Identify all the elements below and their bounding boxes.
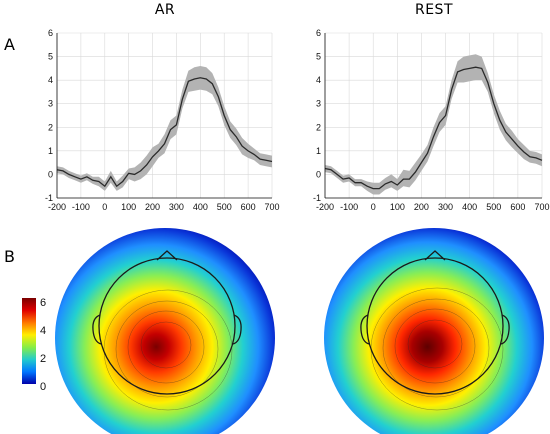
left-ear-ar — [92, 314, 102, 345]
y-tick-label-0: -1 — [45, 193, 53, 203]
erp-plot-rest: REST -200 -100 0 100 200 300 400 500 600 700 -1 0 1 2… — [313, 2, 550, 212]
topomap-ar-disc — [55, 228, 275, 434]
y-tick-label-1: 0 — [48, 169, 53, 179]
x-tick-label-7: 500 — [486, 202, 501, 212]
x-tick-label-9: 700 — [264, 202, 279, 212]
x-tick-label-6: 400 — [462, 202, 477, 212]
mean-erp-line — [56, 77, 273, 188]
x-tick-label-5: 300 — [438, 202, 453, 212]
y-tick-label-3: 2 — [48, 122, 53, 132]
y-tick-label-2: 1 — [316, 146, 321, 156]
confidence-band — [57, 66, 272, 191]
x-tick-label-0: -200 — [316, 202, 334, 212]
y-tick-label-3: 2 — [316, 122, 321, 132]
right-ear-ar — [232, 314, 242, 345]
x-tick-label-1: -100 — [72, 202, 90, 212]
x-tick-label-7: 500 — [217, 202, 232, 212]
topomap-rest-disc — [324, 228, 544, 434]
x-tick-label-3: 100 — [390, 202, 405, 212]
y-tick-label-4: 3 — [316, 99, 321, 109]
mean-erp-line — [324, 66, 543, 190]
y-tick-label-5: 4 — [48, 75, 53, 85]
x-tick-label-8: 600 — [510, 202, 525, 212]
x-tick-label-4: 200 — [145, 202, 160, 212]
right-ear-rest — [500, 314, 510, 345]
plot-title-rest: REST — [415, 2, 453, 18]
y-tick-label-4: 3 — [48, 99, 53, 109]
x-tick-label-5: 300 — [169, 202, 184, 212]
colorbar-tick-2: 2 — [40, 353, 46, 365]
y-tick-label-7: 6 — [316, 28, 321, 38]
panel-label-b: B — [4, 247, 15, 266]
x-tick-label-6: 400 — [193, 202, 208, 212]
colorbar-rect — [22, 298, 36, 384]
y-tick-label-7: 6 — [48, 28, 53, 38]
head-outline-ar — [92, 250, 242, 395]
x-tick-label-1: -100 — [340, 202, 358, 212]
y-tick-label-0: -1 — [313, 193, 321, 203]
y-tick-label-5: 4 — [316, 75, 321, 85]
nose-ar — [156, 250, 178, 261]
y-tick-label-2: 1 — [48, 146, 53, 156]
erp-plot-ar: AR -200 -100 0 100 200 300 400 500 600 700 -1 0 1 2 3 4… — [45, 2, 280, 212]
y-tick-label-1: 0 — [316, 169, 321, 179]
head-circle-rest — [366, 257, 504, 395]
y-tick-label-6: 5 — [316, 52, 321, 62]
x-tick-label-4: 200 — [414, 202, 429, 212]
colorbar-tick-0: 0 — [40, 381, 46, 393]
colorbar-tick-4: 4 — [40, 325, 46, 337]
contour-lines-ar — [103, 289, 233, 411]
head-circle-ar — [98, 257, 236, 395]
x-tick-label-8: 600 — [241, 202, 256, 212]
colorbar: 6 4 2 0 — [22, 297, 46, 393]
head-outline-rest — [360, 250, 510, 395]
x-tick-label-9: 700 — [534, 202, 549, 212]
y-tick-label-6: 5 — [48, 52, 53, 62]
panel-label-a: A — [4, 35, 15, 54]
x-tick-label-2: 0 — [102, 202, 107, 212]
contour-lines-rest — [370, 287, 504, 411]
x-tick-label-0: -200 — [48, 202, 66, 212]
nose-rest — [424, 250, 446, 261]
plot-title-ar: AR — [155, 2, 175, 18]
x-tick-label-2: 0 — [371, 202, 376, 212]
colorbar-tick-6: 6 — [40, 297, 46, 309]
topomap-ar — [55, 228, 275, 434]
left-ear-rest — [360, 314, 370, 345]
topomap-rest — [324, 228, 544, 434]
x-tick-label-3: 100 — [121, 202, 136, 212]
confidence-band — [325, 54, 542, 195]
